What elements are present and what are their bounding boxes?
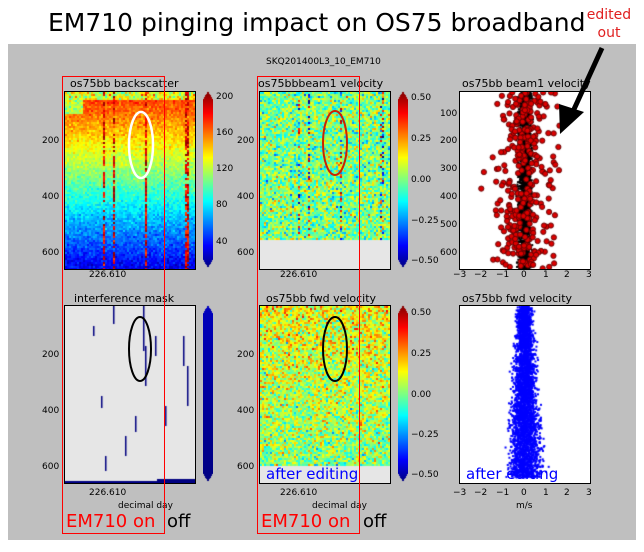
y-tick: 200 xyxy=(237,350,255,360)
beam1-ellipse xyxy=(322,110,348,176)
x-axis-label: m/s xyxy=(516,501,533,511)
after-editing-label: after editing xyxy=(466,465,559,483)
x-tick: −3 xyxy=(453,270,467,280)
y-tick: 600 xyxy=(440,248,458,258)
em710-on-frame-left xyxy=(62,76,165,534)
cbar-tick: 40 xyxy=(216,237,228,247)
x-axis-label: decimal day xyxy=(312,501,367,511)
cbar-tick: −0.50 xyxy=(411,470,439,480)
x-tick: 2 xyxy=(564,270,570,280)
y-tick: 200 xyxy=(237,136,255,146)
em710-on-label: EM710 on xyxy=(66,511,156,532)
y-tick: 400 xyxy=(237,406,255,416)
x-tick: 2 xyxy=(564,488,570,498)
x-tick: 3 xyxy=(586,488,592,498)
fwd-colorbar xyxy=(398,305,408,482)
x-tick: 1 xyxy=(543,488,549,498)
x-tick: −1 xyxy=(496,488,510,498)
cbar-tick: −0.25 xyxy=(411,430,439,440)
x-tick: −2 xyxy=(474,270,488,280)
panel-title-interference: interference mask xyxy=(74,292,175,305)
x-tick: 226.610 xyxy=(280,488,318,498)
y-tick: 400 xyxy=(237,192,255,202)
cbar-tick: 120 xyxy=(216,164,234,174)
arrow-head xyxy=(559,104,584,134)
cbar-tick: −0.25 xyxy=(411,216,439,226)
em710-on-frame-right xyxy=(257,76,360,534)
cbar-tick: 0.50 xyxy=(411,308,432,318)
cbar-tick: 160 xyxy=(216,128,234,138)
x-tick: −3 xyxy=(453,488,467,498)
main-title: EM710 pinging impact on OS75 broadband xyxy=(48,8,586,37)
x-tick: 226.610 xyxy=(89,270,127,280)
panel-title-beam1-profile: os75bb beam1 velocity xyxy=(462,77,591,90)
cbar-tick: 200 xyxy=(216,92,234,102)
y-tick: 600 xyxy=(42,462,60,472)
x-tick: −1 xyxy=(496,270,510,280)
panel-title-fwd-profile: os75bb fwd velocity xyxy=(462,292,573,305)
y-tick: 300 xyxy=(440,164,458,174)
x-tick: 226.610 xyxy=(280,270,318,280)
y-tick: 400 xyxy=(440,192,458,202)
mask-colorbar xyxy=(203,305,213,482)
y-tick: 200 xyxy=(42,350,60,360)
mask-ellipse xyxy=(128,316,152,382)
x-tick: −2 xyxy=(474,488,488,498)
x-tick: 3 xyxy=(586,270,592,280)
edited-out-note: edited out xyxy=(586,7,632,41)
em710-on-label: EM710 on xyxy=(261,511,351,532)
off-label: off xyxy=(363,511,387,532)
x-tick: 226.610 xyxy=(89,488,127,498)
y-tick: 200 xyxy=(440,136,458,146)
panel-title-backscatter: os75bb backscatter xyxy=(70,77,179,90)
y-tick: 400 xyxy=(42,406,60,416)
cbar-tick: −0.50 xyxy=(411,256,439,266)
after-editing-label: after editing xyxy=(266,465,359,483)
cbar-tick: 80 xyxy=(216,200,228,210)
fwd-ellipse xyxy=(322,316,348,382)
panel-title-beam1-velocity: os75bbbeam1 velocity xyxy=(258,77,384,90)
cbar-tick: 0.00 xyxy=(411,175,432,185)
x-tick: 1 xyxy=(543,270,549,280)
beam1-colorbar xyxy=(398,91,408,268)
x-tick: 0 xyxy=(521,488,527,498)
off-label: off xyxy=(167,511,191,532)
y-tick: 400 xyxy=(42,192,60,202)
backscatter-colorbar xyxy=(203,91,213,268)
panel-title-fwd-velocity: os75bb fwd velocity xyxy=(266,292,377,305)
x-tick: 0 xyxy=(521,270,527,280)
y-tick: 600 xyxy=(237,462,255,472)
x-axis-label: decimal day xyxy=(118,501,173,511)
arrow-shaft xyxy=(567,46,605,120)
beam1-velocity-heatmap xyxy=(259,91,391,270)
y-tick: 500 xyxy=(440,220,458,230)
y-tick: 600 xyxy=(42,248,60,258)
fwd-profile-scatter xyxy=(459,305,591,484)
cbar-tick: 0.50 xyxy=(411,93,432,103)
backscatter-ellipse xyxy=(127,110,155,180)
cbar-tick: 0.00 xyxy=(411,390,432,400)
backscatter-heatmap xyxy=(64,91,196,270)
y-tick: 100 xyxy=(440,109,458,119)
figure-subtitle: SKQ201400L3_10_EM710 xyxy=(266,57,381,67)
y-tick: 600 xyxy=(237,248,255,258)
cbar-tick: 0.25 xyxy=(411,134,432,144)
cbar-tick: 0.25 xyxy=(411,349,432,359)
y-tick: 200 xyxy=(42,136,60,146)
